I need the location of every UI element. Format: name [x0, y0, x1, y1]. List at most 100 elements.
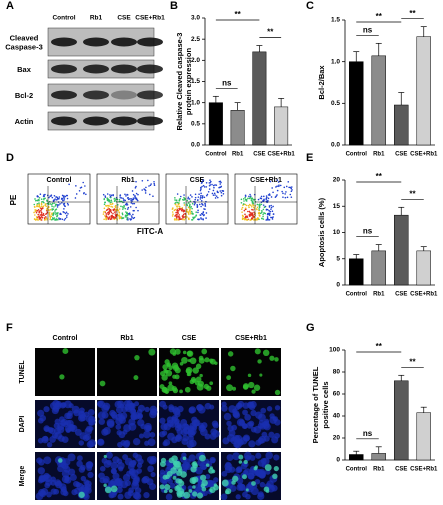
tunel-signal	[181, 356, 188, 364]
flow-event	[110, 194, 113, 197]
y-tick-label: 5	[336, 255, 340, 262]
flow-event	[63, 208, 65, 210]
tunel-signal	[59, 374, 65, 380]
flow-event	[291, 186, 293, 188]
flow-event	[68, 183, 70, 186]
flow-event	[35, 216, 38, 218]
flow-event	[250, 204, 252, 207]
flow-event	[260, 203, 263, 206]
flow-event	[220, 191, 223, 194]
nucleus	[193, 484, 202, 492]
flow-event	[245, 200, 248, 202]
nucleus	[222, 437, 230, 445]
flow-event	[38, 199, 40, 202]
nucleus	[205, 473, 211, 480]
flow-event	[174, 197, 176, 199]
tunel-signal	[174, 485, 181, 492]
flow-event	[200, 188, 202, 190]
nucleus	[182, 461, 190, 470]
flow-event	[52, 208, 55, 210]
y-tick-label: 3.0	[191, 15, 200, 22]
flow-event	[42, 212, 45, 215]
flow-event	[200, 205, 202, 208]
nucleus	[210, 458, 216, 464]
nucleus	[186, 440, 195, 449]
nucleus	[199, 424, 205, 431]
nucleus	[231, 424, 238, 431]
significance-label: ns	[363, 429, 373, 438]
flow-event	[290, 190, 293, 193]
nucleus	[274, 419, 281, 426]
flow-event	[201, 195, 204, 197]
flow-event	[262, 213, 264, 216]
nucleus	[67, 424, 75, 432]
flow-event	[247, 210, 249, 213]
x-tick-label: CSE+Rb1	[268, 152, 296, 158]
tunel-signal	[175, 478, 181, 484]
flow-event	[262, 200, 264, 202]
flow-event	[220, 194, 223, 197]
image-row-label: TUNEL	[19, 360, 26, 384]
flow-event	[267, 199, 269, 202]
flow-event	[48, 212, 51, 214]
blot-band	[137, 64, 163, 74]
tunel-signal	[189, 357, 197, 365]
flow-event	[175, 199, 178, 201]
flow-event	[248, 203, 251, 206]
flow-event	[265, 219, 267, 221]
flow-event	[204, 204, 207, 206]
flow-event	[106, 213, 108, 215]
flow-event	[216, 196, 219, 199]
tunel-signal	[211, 469, 216, 474]
flow-event	[108, 200, 111, 203]
flow-event	[242, 198, 245, 200]
nucleus	[136, 468, 142, 474]
flow-event	[42, 205, 45, 208]
nucleus	[204, 402, 212, 410]
flow-event	[266, 213, 269, 216]
nucleus	[133, 492, 142, 500]
panel-letter: C	[306, 0, 314, 12]
flow-event	[266, 216, 269, 218]
y-tick-label: 0	[336, 282, 340, 289]
flow-event	[127, 196, 129, 199]
blot-band	[111, 116, 137, 126]
nucleus	[97, 438, 105, 446]
tunel-signal	[227, 351, 234, 357]
tunel-signal	[205, 463, 210, 467]
tunel-signal	[199, 373, 203, 378]
nucleus	[228, 405, 237, 413]
flow-event	[291, 189, 293, 191]
nucleus	[188, 454, 196, 462]
y-axis-label: Percentage of TUNEL	[311, 366, 320, 443]
flow-event	[136, 198, 138, 201]
nucleus	[132, 476, 140, 485]
flow-event	[213, 186, 215, 189]
nucleus	[137, 419, 145, 427]
flow-event	[189, 200, 192, 202]
flow-event	[33, 205, 36, 208]
y-tick-label: 1.0	[331, 58, 340, 65]
flow-event	[242, 204, 244, 207]
nucleus	[79, 407, 85, 414]
image-column-label: Control	[53, 335, 78, 342]
flow-event	[127, 212, 130, 215]
flow-event	[218, 186, 220, 189]
flow-event	[241, 218, 244, 221]
flow-event	[109, 208, 112, 211]
flow-event	[43, 198, 45, 201]
tunel-signal	[164, 484, 171, 491]
flow-event	[37, 208, 40, 211]
flow-event	[135, 197, 138, 200]
blot-band	[83, 116, 109, 126]
flow-event	[111, 206, 114, 208]
flow-event	[210, 180, 212, 183]
flow-event	[110, 205, 112, 208]
nucleus	[159, 400, 167, 408]
flow-event	[134, 195, 136, 197]
flow-event	[271, 218, 274, 220]
flow-event	[186, 204, 189, 207]
flow-event	[263, 195, 265, 198]
flow-event	[57, 212, 59, 214]
flow-event	[173, 209, 176, 212]
